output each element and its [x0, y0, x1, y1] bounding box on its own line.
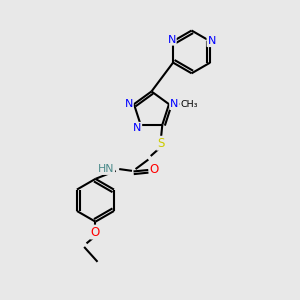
- Text: CH₃: CH₃: [180, 100, 198, 109]
- Text: S: S: [157, 137, 164, 150]
- Text: O: O: [150, 164, 159, 176]
- Text: N: N: [167, 35, 176, 45]
- Text: N: N: [124, 99, 133, 109]
- Text: HN: HN: [98, 164, 114, 174]
- Text: N: N: [207, 36, 216, 46]
- Text: N: N: [133, 123, 141, 133]
- Text: N: N: [170, 99, 178, 109]
- Text: O: O: [91, 226, 100, 238]
